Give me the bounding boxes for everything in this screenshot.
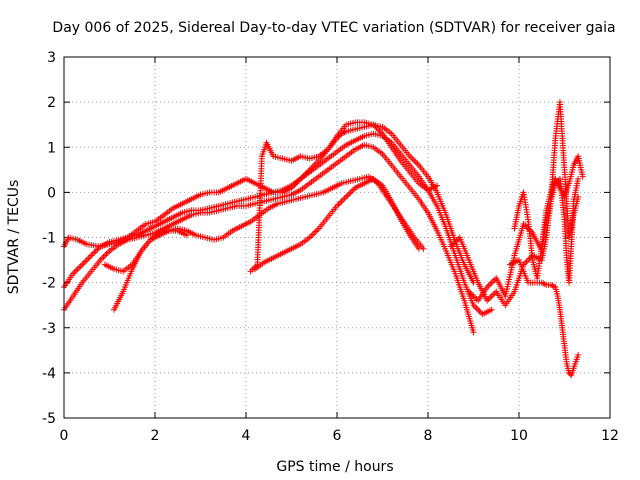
data-point: [575, 175, 582, 182]
x-tick-label: 8: [424, 428, 433, 444]
series-track-5: [111, 227, 190, 313]
series-track-3: [61, 141, 477, 336]
y-tick-label: 2: [47, 95, 56, 111]
data-point: [575, 351, 582, 358]
y-tick-label: 1: [47, 140, 56, 156]
series-track-10: [506, 257, 582, 379]
x-tick-label: 6: [333, 428, 342, 444]
data-point: [579, 173, 586, 180]
y-axis-label: SDTVAR / TECUs: [6, 180, 22, 295]
x-tick-label: 4: [242, 428, 251, 444]
gridlines: [64, 57, 610, 418]
chart-title: Day 006 of 2025, Sidereal Day-to-day VTE…: [52, 20, 615, 36]
series-track-9: [465, 175, 582, 304]
data-point: [183, 232, 190, 239]
data-point: [488, 306, 495, 313]
y-tick-label: -5: [42, 411, 56, 427]
y-tick-label: -3: [42, 321, 56, 337]
data-point: [415, 245, 422, 252]
x-tick-label: 2: [151, 428, 160, 444]
y-tick-label: -1: [42, 231, 56, 247]
y-tick-label: -4: [42, 366, 56, 382]
x-tick-label: 10: [510, 428, 528, 444]
plot-frame: [63, 56, 611, 419]
y-tick-label: 3: [47, 50, 56, 66]
series-track-6: [247, 119, 441, 275]
data-point: [434, 182, 441, 189]
y-tick-label: 0: [47, 185, 56, 201]
series-track-7: [252, 175, 422, 273]
data-points: [61, 99, 586, 379]
series-track-2: [61, 130, 495, 318]
data-point: [470, 329, 477, 336]
series-track-11: [511, 153, 586, 282]
x-tick-label: 12: [601, 428, 619, 444]
x-tick-label: 0: [60, 428, 69, 444]
x-axis-label: GPS time / hours: [276, 459, 393, 475]
y-tick-label: -2: [42, 276, 56, 292]
